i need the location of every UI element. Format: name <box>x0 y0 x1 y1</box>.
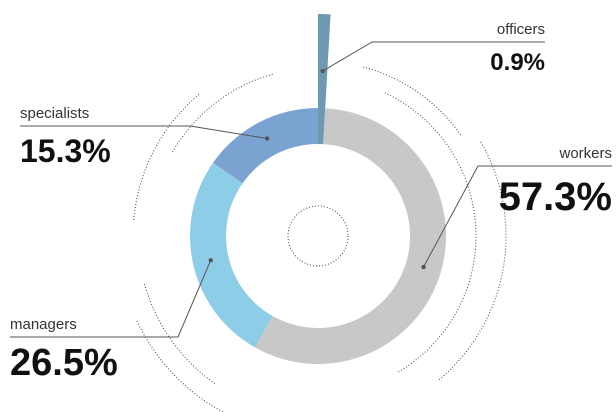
slice-workers <box>254 108 447 365</box>
value-specialists: 15.3% <box>20 133 111 169</box>
value-managers: 26.5% <box>10 342 118 384</box>
slice-labels: officers 0.9% workers 57.3% managers 26.… <box>10 21 612 384</box>
label-specialists: specialists <box>20 105 89 122</box>
leader-dot-workers <box>421 264 426 270</box>
leader-lines <box>10 41 612 338</box>
dotted-arc <box>438 141 507 381</box>
leader-dot-managers <box>208 258 213 263</box>
donut-slices <box>190 14 447 365</box>
leader-dot-officers <box>320 68 325 74</box>
decorative-dotted-arcs <box>133 66 507 412</box>
label-managers: managers <box>10 316 77 333</box>
leader-line-specialists <box>20 125 268 139</box>
value-workers: 57.3% <box>499 175 612 219</box>
leader-line-managers <box>10 260 212 338</box>
slice-managers <box>190 162 273 348</box>
dotted-arc <box>143 282 216 384</box>
leader-line-officers <box>322 41 545 72</box>
dotted-arc <box>172 73 275 153</box>
dotted-arc <box>136 320 225 412</box>
leader-dot-specialists <box>264 136 270 141</box>
dotted-arc <box>133 93 200 220</box>
slice-specialists <box>213 108 318 184</box>
dotted-arc <box>287 205 349 267</box>
dotted-arc <box>363 66 462 136</box>
value-officers: 0.9% <box>490 49 545 76</box>
label-workers: workers <box>558 145 612 162</box>
label-officers: officers <box>497 21 545 38</box>
leader-line-workers <box>423 165 612 268</box>
slice-officers <box>318 14 331 145</box>
